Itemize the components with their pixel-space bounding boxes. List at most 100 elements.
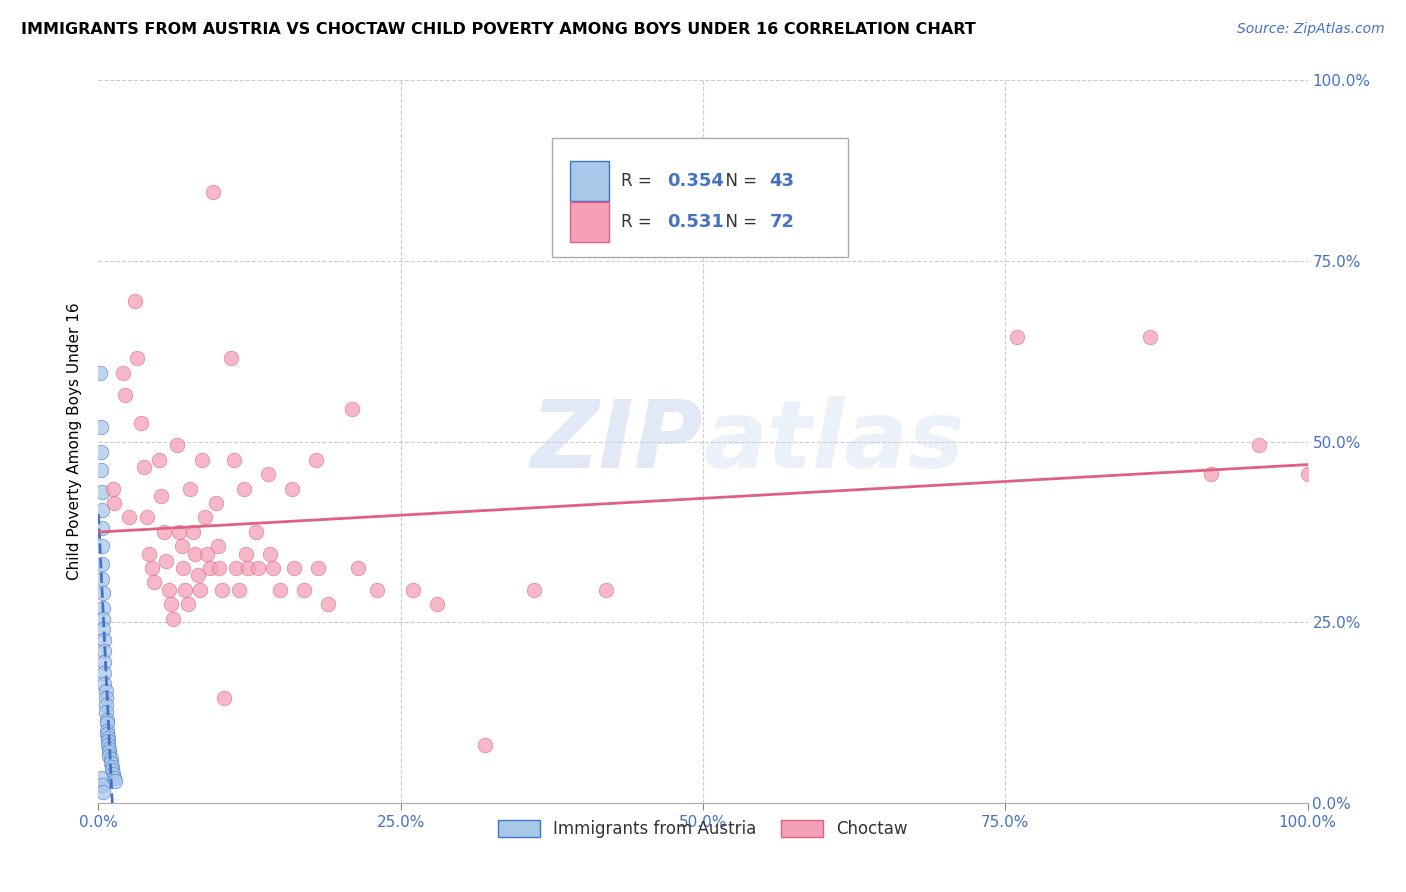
Point (91, 600, 114, 615)
Point (93, 655, 115, 669)
Point (191, 452, 214, 467)
Point (211, 582, 233, 597)
Point (103, 771, 125, 785)
Point (111, 366, 134, 380)
Point (235, 547, 257, 561)
Point (97, 738, 120, 752)
Text: 72: 72 (769, 213, 794, 231)
Point (225, 561, 247, 575)
Point (135, 510, 157, 524)
Point (91, 558, 114, 572)
Point (1007, 330, 1029, 344)
Point (179, 482, 201, 496)
Point (100, 756, 122, 770)
Point (402, 582, 425, 597)
Point (342, 402, 364, 417)
Point (124, 293, 146, 308)
Point (93, 633, 115, 648)
Point (194, 510, 217, 524)
Point (170, 539, 193, 553)
Point (347, 561, 370, 575)
Point (138, 547, 160, 561)
Text: R =: R = (621, 172, 657, 190)
Point (166, 438, 188, 452)
Point (94, 706, 117, 720)
Point (93, 676, 115, 690)
Point (96, 727, 118, 741)
Point (259, 547, 281, 561)
Y-axis label: Child Poverty Among Boys Under 16: Child Poverty Among Boys Under 16 (67, 302, 83, 581)
Point (90, 771, 112, 785)
Point (308, 561, 330, 575)
Point (91, 521, 114, 535)
Point (160, 597, 183, 611)
Point (232, 482, 254, 496)
Point (91, 778, 114, 792)
Point (143, 575, 166, 590)
Point (281, 482, 304, 496)
Point (150, 489, 173, 503)
Point (91, 572, 114, 586)
Point (152, 524, 174, 539)
Point (97, 734, 120, 748)
Point (129, 417, 152, 431)
Point (212, 691, 235, 706)
Point (316, 597, 339, 611)
Point (228, 582, 250, 597)
Point (90, 445, 112, 459)
Point (90, 420, 112, 434)
Point (155, 554, 177, 568)
Text: 43: 43 (769, 172, 794, 190)
Point (177, 597, 200, 611)
Text: Source: ZipAtlas.com: Source: ZipAtlas.com (1237, 22, 1385, 37)
Point (104, 774, 127, 789)
Point (103, 496, 125, 510)
Text: 0.531: 0.531 (666, 213, 724, 231)
Point (222, 452, 245, 467)
Text: N =: N = (716, 213, 762, 231)
Point (91, 586, 114, 600)
Point (262, 561, 284, 575)
Point (91, 785, 114, 799)
Point (1296, 467, 1319, 481)
Point (91, 611, 114, 625)
Point (91, 623, 114, 637)
Point (247, 561, 270, 575)
Point (90, 463, 112, 477)
Point (114, 387, 136, 401)
Point (1139, 330, 1161, 344)
Point (207, 539, 229, 553)
Text: atlas: atlas (703, 395, 965, 488)
Legend: Immigrants from Austria, Choctaw: Immigrants from Austria, Choctaw (492, 814, 914, 845)
Point (169, 524, 191, 539)
Point (198, 561, 221, 575)
Point (204, 496, 226, 510)
Point (98, 745, 121, 759)
Point (195, 547, 218, 561)
Point (1199, 467, 1222, 481)
Point (292, 582, 315, 597)
Point (141, 561, 163, 575)
Point (172, 561, 194, 575)
Point (174, 582, 197, 597)
Point (127, 351, 149, 366)
Text: ZIP: ZIP (530, 395, 703, 488)
Point (245, 524, 267, 539)
Point (256, 467, 278, 481)
Point (89, 366, 111, 380)
Point (96, 716, 118, 731)
Point (101, 482, 124, 496)
Point (94, 698, 117, 713)
Point (97, 731, 120, 745)
FancyBboxPatch shape (569, 202, 609, 243)
Point (181, 524, 204, 539)
Point (202, 186, 225, 200)
Point (100, 764, 122, 778)
Point (98, 748, 121, 763)
Text: IMMIGRANTS FROM AUSTRIA VS CHOCTAW CHILD POVERTY AMONG BOYS UNDER 16 CORRELATION: IMMIGRANTS FROM AUSTRIA VS CHOCTAW CHILD… (21, 22, 976, 37)
Text: 0.354: 0.354 (666, 172, 724, 190)
Point (238, 561, 260, 575)
Point (91, 503, 114, 517)
Point (188, 582, 211, 597)
Point (134, 459, 156, 474)
